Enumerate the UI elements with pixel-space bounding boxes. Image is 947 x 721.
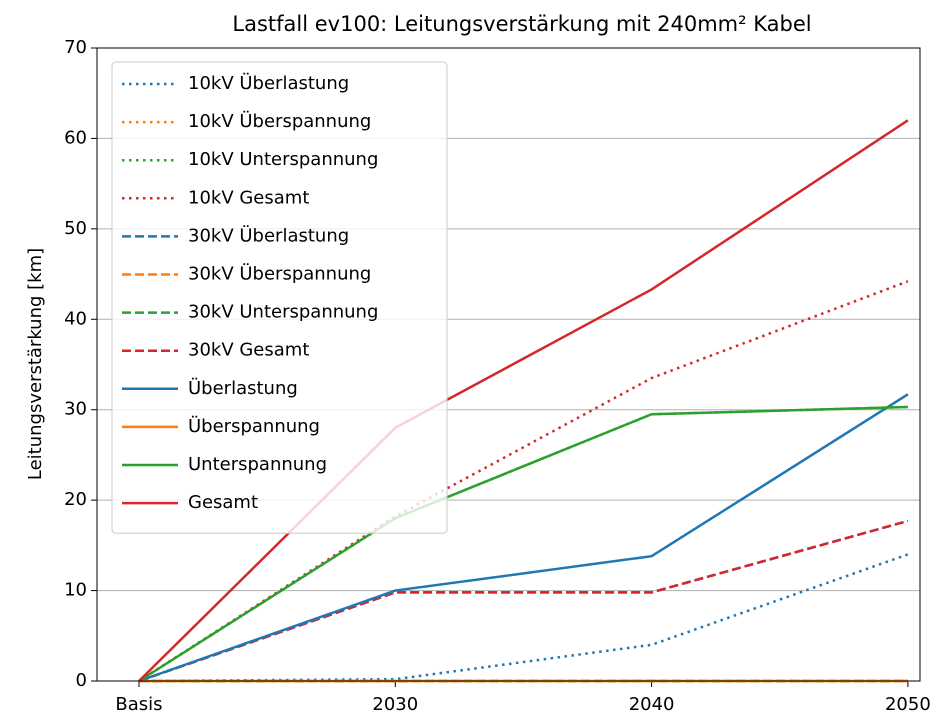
legend-label: 30kV Gesamt	[188, 340, 309, 361]
legend-label: Überspannung	[188, 415, 320, 437]
series-line	[138, 119, 909, 682]
y-tick-label: 20	[64, 489, 87, 510]
legend-label: Gesamt	[188, 492, 258, 513]
legend-label: 10kV Überspannung	[188, 110, 371, 132]
y-tick-label: 50	[64, 218, 87, 239]
y-tick-label: 0	[76, 670, 87, 691]
x-tick-label: 2050	[885, 694, 931, 715]
legend-label: 30kV Überlastung	[188, 224, 349, 246]
chart-title: Lastfall ev100: Leitungsverstärkung mit …	[232, 12, 811, 36]
legend-label: Unterspannung	[188, 454, 327, 475]
y-tick-label: 60	[64, 127, 87, 148]
legend-label: 30kV Unterspannung	[188, 302, 378, 323]
series-line	[138, 405, 908, 683]
legend-label: 30kV Überspannung	[188, 263, 371, 285]
legend-label: 10kV Überlastung	[188, 72, 349, 94]
series-line	[138, 519, 909, 683]
legend-box	[111, 61, 448, 534]
y-tick-label: 10	[64, 580, 87, 601]
y-tick-label: 30	[64, 399, 87, 420]
series-line	[138, 393, 909, 683]
series-line	[138, 519, 909, 683]
x-tick-label: 2040	[629, 694, 675, 715]
y-axis-label: Leitungsverstärkung [km]	[25, 248, 46, 480]
plot-frame	[96, 47, 921, 682]
legend-label: 10kV Unterspannung	[188, 149, 378, 170]
series-line	[138, 280, 909, 683]
legend: 10kV Überlastung 10kV Überspannung 10kV Un…	[111, 61, 448, 534]
legend-label: 10kV Gesamt	[188, 187, 309, 208]
legend-label: Überlastung	[188, 377, 298, 399]
x-tick-label: Basis	[115, 694, 162, 715]
y-tick-label: 70	[64, 37, 87, 58]
x-tick-label: 2030	[372, 694, 418, 715]
y-tick-label: 40	[64, 308, 87, 329]
